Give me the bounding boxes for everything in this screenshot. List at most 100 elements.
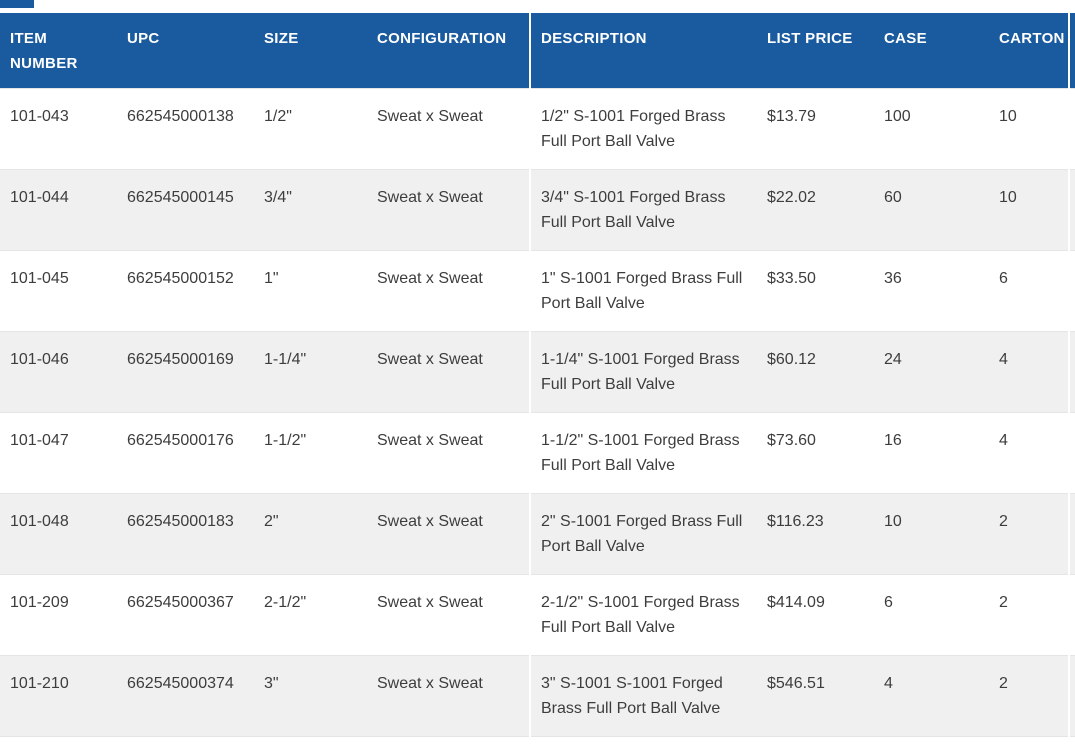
column-header-list-price: LIST PRICE bbox=[757, 13, 874, 89]
cell-description: 2" S-1001 Forged Brass Full Port Ball Va… bbox=[529, 493, 757, 575]
cell-size: 3" bbox=[254, 655, 367, 737]
cell-configuration: Sweat x Sweat bbox=[367, 169, 530, 251]
table-row: 101-047 662545000176 1-1/2" Sweat x Swea… bbox=[0, 412, 1075, 494]
cell-list-price: $33.50 bbox=[757, 250, 874, 332]
cell-carton: 4 bbox=[989, 412, 1069, 494]
cell-configuration: Sweat x Sweat bbox=[367, 250, 530, 332]
tab-remnant bbox=[0, 0, 34, 8]
cell-description: 1/2" S-1001 Forged Brass Full Port Ball … bbox=[529, 88, 757, 170]
cell-description: 2-1/2" S-1001 Forged Brass Full Port Bal… bbox=[529, 574, 757, 656]
cell-item-number: 101-043 bbox=[0, 88, 117, 170]
cell-overflow bbox=[1068, 493, 1075, 575]
cell-overflow bbox=[1068, 169, 1075, 251]
cell-configuration: Sweat x Sweat bbox=[367, 493, 530, 575]
cell-case: 4 bbox=[874, 655, 989, 737]
cell-configuration: Sweat x Sweat bbox=[367, 736, 530, 750]
cell-upc: 662545000138 bbox=[117, 88, 254, 170]
cell-carton: 4 bbox=[989, 331, 1069, 413]
cell-configuration: Sweat x Sweat bbox=[367, 574, 530, 656]
cell-upc: 662545000381 bbox=[117, 736, 254, 750]
cell-configuration: Sweat x Sweat bbox=[367, 655, 530, 737]
cell-item-number: 101-044 bbox=[0, 169, 117, 251]
cell-case: 6 bbox=[874, 574, 989, 656]
header-row: ITEM NUMBER UPC SIZE CONFIGURATION DESCR… bbox=[0, 13, 1075, 89]
cell-size: 4" bbox=[254, 736, 367, 750]
table-row: 101-209 662545000367 2-1/2" Sweat x Swea… bbox=[0, 574, 1075, 656]
cell-case: 16 bbox=[874, 412, 989, 494]
cell-carton: 2 bbox=[989, 574, 1069, 656]
cell-overflow bbox=[1068, 574, 1075, 656]
column-header-overflow bbox=[1068, 13, 1075, 89]
cell-overflow bbox=[1068, 412, 1075, 494]
cell-item-number: 101-048 bbox=[0, 493, 117, 575]
cell-case: 4 bbox=[874, 736, 989, 750]
column-header-configuration: CONFIGURATION bbox=[367, 13, 530, 89]
cell-item-number: 101-210 bbox=[0, 655, 117, 737]
table-row: 101-043 662545000138 1/2" Sweat x Sweat … bbox=[0, 88, 1075, 170]
table-row: 101-045 662545000152 1" Sweat x Sweat 1"… bbox=[0, 250, 1075, 332]
column-header-upc: UPC bbox=[117, 13, 254, 89]
cell-description: 3" S-1001 S-1001 Forged Brass Full Port … bbox=[529, 655, 757, 737]
cell-size: 2" bbox=[254, 493, 367, 575]
column-header-item-number: ITEM NUMBER bbox=[0, 13, 117, 89]
cell-configuration: Sweat x Sweat bbox=[367, 88, 530, 170]
cell-item-number: 101-047 bbox=[0, 412, 117, 494]
column-header-description: DESCRIPTION bbox=[529, 13, 757, 89]
cell-upc: 662545000176 bbox=[117, 412, 254, 494]
cell-size: 1/2" bbox=[254, 88, 367, 170]
cell-size: 2-1/2" bbox=[254, 574, 367, 656]
cell-list-price: $952.51 bbox=[757, 736, 874, 750]
cell-description: 1" S-1001 Forged Brass Full Port Ball Va… bbox=[529, 250, 757, 332]
cell-item-number: 101-046 bbox=[0, 331, 117, 413]
cell-item-number: 101-209 bbox=[0, 574, 117, 656]
cell-description: 1-1/2" S-1001 Forged Brass Full Port Bal… bbox=[529, 412, 757, 494]
cell-carton: 10 bbox=[989, 169, 1069, 251]
cell-carton: 10 bbox=[989, 88, 1069, 170]
cell-case: 60 bbox=[874, 169, 989, 251]
cell-upc: 662545000374 bbox=[117, 655, 254, 737]
cell-carton: 2 bbox=[989, 493, 1069, 575]
cell-carton: 6 bbox=[989, 250, 1069, 332]
table-row: 101-046 662545000169 1-1/4" Sweat x Swea… bbox=[0, 331, 1075, 413]
table-row: 101-211 662545000381 4" Sweat x Sweat 4"… bbox=[0, 736, 1075, 750]
table-row: 101-210 662545000374 3" Sweat x Sweat 3"… bbox=[0, 655, 1075, 737]
cell-carton: 2 bbox=[989, 655, 1069, 737]
cell-list-price: $546.51 bbox=[757, 655, 874, 737]
cell-overflow bbox=[1068, 736, 1075, 750]
cell-overflow bbox=[1068, 331, 1075, 413]
cell-case: 36 bbox=[874, 250, 989, 332]
column-header-carton: CARTON bbox=[989, 13, 1069, 89]
cell-size: 1" bbox=[254, 250, 367, 332]
cell-description: 4" S-1001 S-1001 Forged Brass Full Port … bbox=[529, 736, 757, 750]
cell-upc: 662545000169 bbox=[117, 331, 254, 413]
cell-configuration: Sweat x Sweat bbox=[367, 331, 530, 413]
cell-list-price: $414.09 bbox=[757, 574, 874, 656]
cell-configuration: Sweat x Sweat bbox=[367, 412, 530, 494]
cell-list-price: $60.12 bbox=[757, 331, 874, 413]
cell-size: 1-1/2" bbox=[254, 412, 367, 494]
cell-upc: 662545000145 bbox=[117, 169, 254, 251]
cell-description: 1-1/4" S-1001 Forged Brass Full Port Bal… bbox=[529, 331, 757, 413]
cell-case: 100 bbox=[874, 88, 989, 170]
table-row: 101-048 662545000183 2" Sweat x Sweat 2"… bbox=[0, 493, 1075, 575]
column-header-size: SIZE bbox=[254, 13, 367, 89]
cell-size: 3/4" bbox=[254, 169, 367, 251]
cell-overflow bbox=[1068, 88, 1075, 170]
cell-item-number: 101-211 bbox=[0, 736, 117, 750]
cell-list-price: $22.02 bbox=[757, 169, 874, 251]
cell-case: 24 bbox=[874, 331, 989, 413]
cell-upc: 662545000367 bbox=[117, 574, 254, 656]
cell-item-number: 101-045 bbox=[0, 250, 117, 332]
cell-list-price: $116.23 bbox=[757, 493, 874, 575]
cell-list-price: $73.60 bbox=[757, 412, 874, 494]
cell-upc: 662545000152 bbox=[117, 250, 254, 332]
cell-case: 10 bbox=[874, 493, 989, 575]
cell-description: 3/4" S-1001 Forged Brass Full Port Ball … bbox=[529, 169, 757, 251]
cell-overflow bbox=[1068, 655, 1075, 737]
cell-upc: 662545000183 bbox=[117, 493, 254, 575]
cell-list-price: $13.79 bbox=[757, 88, 874, 170]
column-header-case: CASE bbox=[874, 13, 989, 89]
cell-overflow bbox=[1068, 250, 1075, 332]
cell-carton: 1 bbox=[989, 736, 1069, 750]
